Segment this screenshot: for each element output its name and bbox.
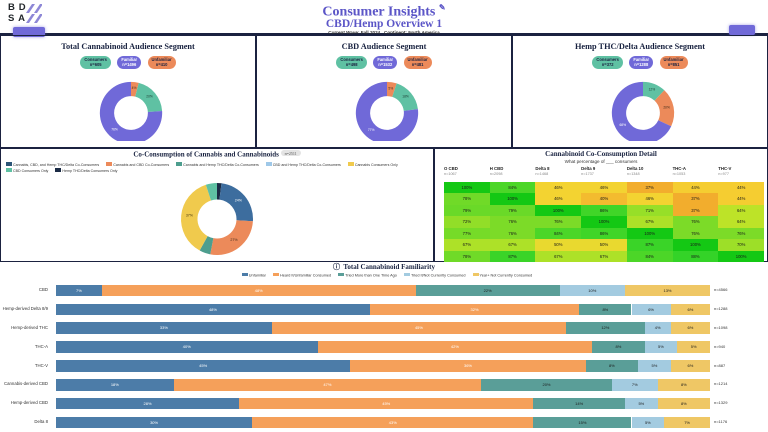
- svg-text:76%: 76%: [111, 128, 118, 132]
- svg-text:5%: 5%: [388, 86, 393, 90]
- svg-text:24%: 24%: [235, 198, 243, 202]
- svg-text:68%: 68%: [619, 123, 626, 127]
- svg-text:18%: 18%: [402, 95, 409, 99]
- svg-text:20%: 20%: [663, 105, 670, 109]
- svg-text:20%: 20%: [146, 95, 153, 99]
- svg-text:37%: 37%: [186, 213, 194, 217]
- svg-text:77%: 77%: [368, 128, 375, 132]
- svg-text:12%: 12%: [649, 88, 656, 92]
- svg-text:4%: 4%: [132, 86, 137, 90]
- svg-text:27%: 27%: [230, 238, 238, 242]
